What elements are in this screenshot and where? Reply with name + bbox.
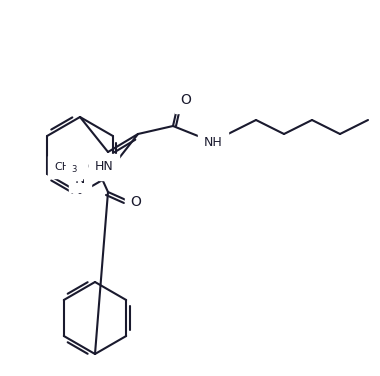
Text: O: O bbox=[131, 195, 141, 209]
Text: 3: 3 bbox=[71, 165, 77, 174]
Text: O: O bbox=[180, 93, 192, 107]
Text: NH: NH bbox=[204, 135, 222, 149]
Text: CH: CH bbox=[87, 162, 103, 172]
Text: HN: HN bbox=[95, 159, 113, 173]
Text: 3: 3 bbox=[105, 165, 110, 174]
Text: N: N bbox=[75, 172, 85, 186]
Text: CH: CH bbox=[54, 162, 70, 172]
